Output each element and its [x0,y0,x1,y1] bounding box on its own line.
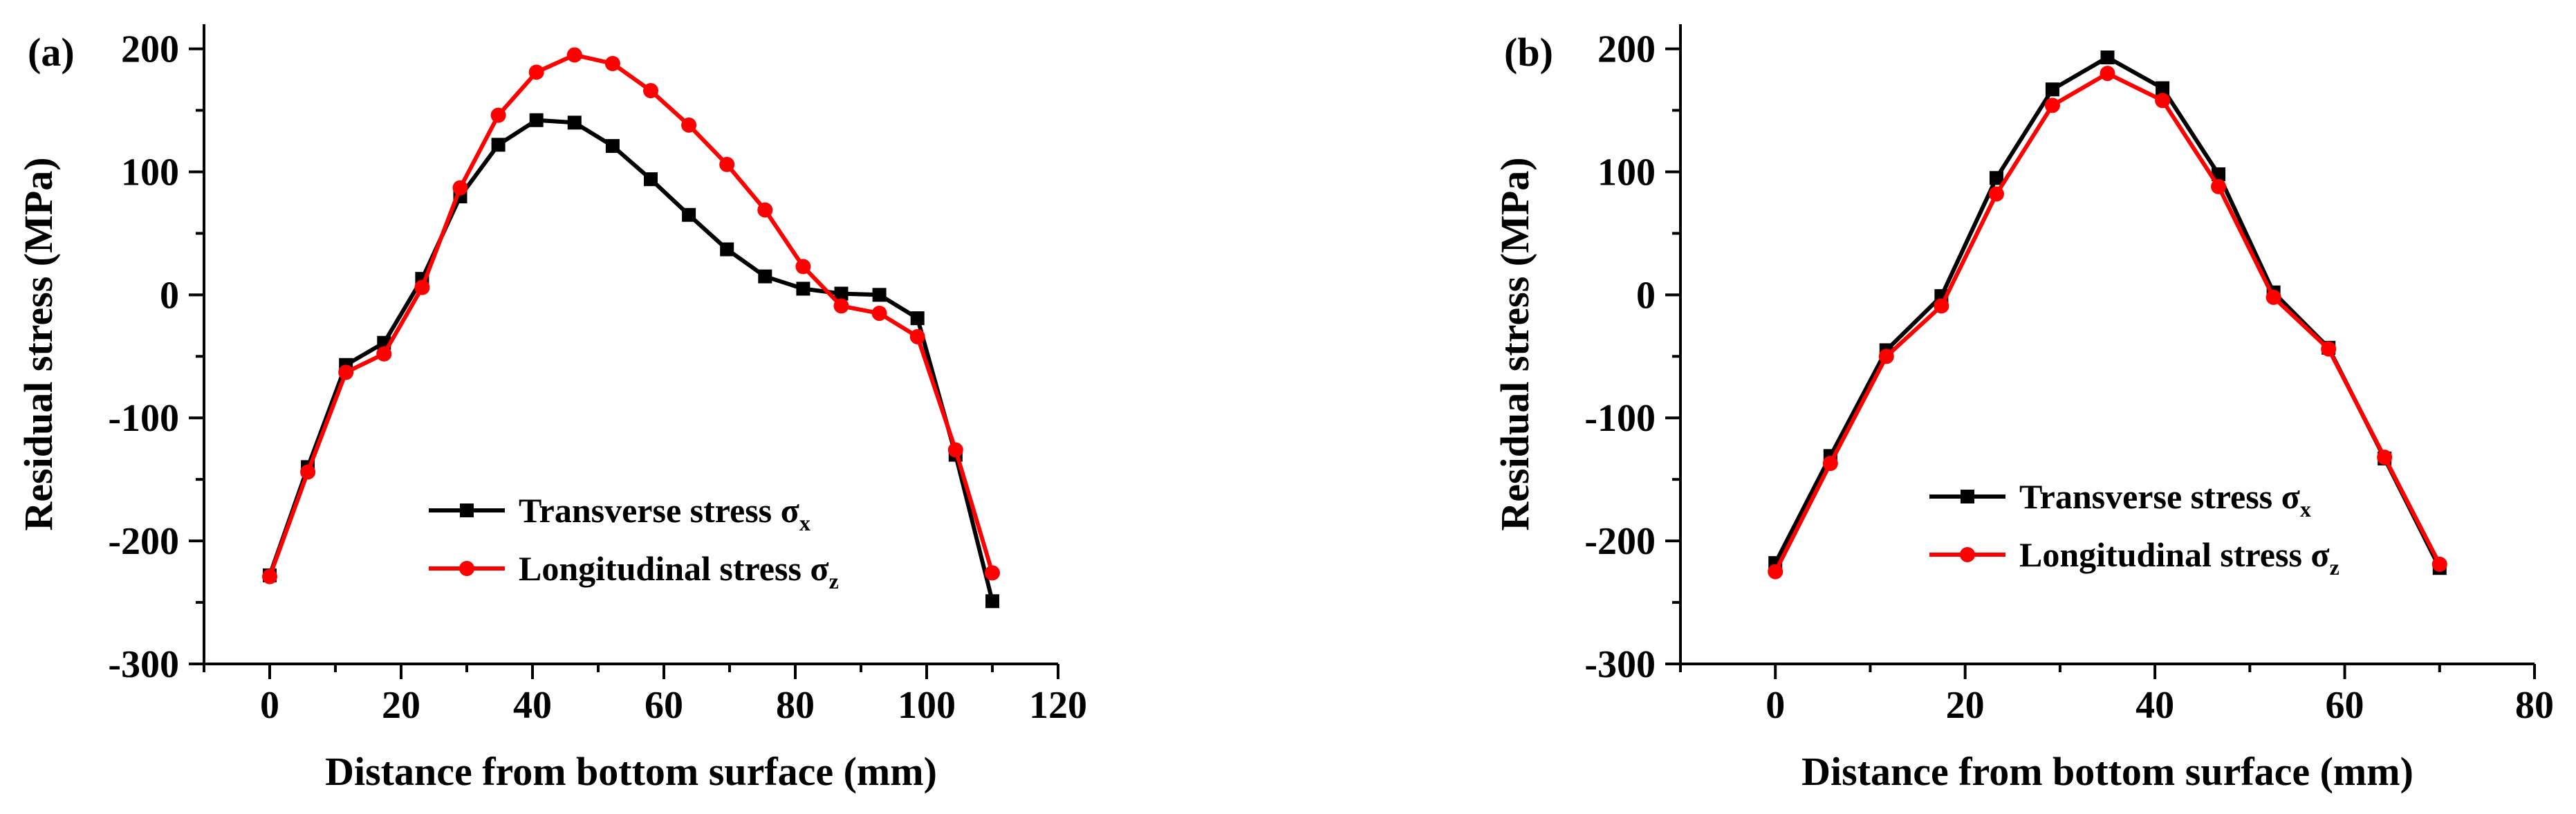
data-point-longitudinal [1822,456,1838,472]
data-point-longitudinal [2431,556,2447,572]
data-point-longitudinal [1878,349,1894,364]
panel-a: -300 -200 -100 0 100 200 0 20 40 60 80 100 120 Distan… [16,24,1087,794]
x-tick-label: 80 [776,684,815,727]
y-tick-label: -200 [108,520,179,563]
legend-marker-circle [459,561,474,576]
y-tick-label: 100 [121,151,179,194]
x-tick-label: 100 [898,684,956,727]
data-point-longitudinal [490,107,506,123]
y-tick-label: 0 [1636,274,1656,317]
y-tick-label: 0 [160,274,179,317]
y-tick-label: -100 [108,397,179,440]
legend-label: Transverse stress σx [2019,477,2311,521]
x-tick-label: 20 [382,684,420,727]
x-tick-label: 40 [2135,684,2174,727]
x-tick-label: 20 [1946,684,1985,727]
data-point-longitudinal [1988,186,2004,202]
x-tick-label: 40 [513,684,552,727]
data-point-longitudinal [300,464,316,480]
data-point-longitudinal [2044,98,2060,113]
y-tick-label: 200 [121,28,179,71]
data-point-transverse [758,269,772,284]
panel-label: (a) [28,30,75,75]
data-point-transverse [567,115,582,130]
data-point-transverse [605,139,620,154]
data-point-transverse [872,288,887,302]
data-point-transverse [529,113,544,127]
data-point-longitudinal [528,64,544,80]
data-point-longitudinal [909,329,925,344]
data-point-longitudinal [566,47,582,63]
data-point-longitudinal [681,117,697,133]
legend-marker-circle [1960,547,1975,562]
legend-label: Transverse stress σx [519,491,810,535]
y-tick-label: -100 [1584,397,1656,440]
y-tick-label: 200 [1597,28,1656,71]
data-point-longitudinal [452,180,468,196]
panel-label: (b) [1504,30,1553,75]
data-point-longitudinal [338,364,354,380]
y-tick-label: 100 [1597,151,1656,194]
data-point-longitudinal [2100,66,2115,82]
data-point-longitudinal [604,55,620,71]
panel-b: -300 -200 -100 0 100 200 0 20 40 60 80 Distance fro… [1492,24,2554,794]
legend-label: Longitudinal stress σz [519,549,839,593]
data-point-longitudinal [719,156,735,172]
data-point-transverse [2100,50,2115,65]
data-point-longitudinal [414,279,430,295]
data-point-longitudinal [376,346,392,362]
data-point-longitudinal [2377,450,2393,465]
x-tick-label: 80 [2515,684,2554,727]
data-point-transverse [796,281,810,296]
data-point-longitudinal [833,298,849,314]
data-point-transverse [720,242,734,257]
data-point-longitudinal [757,202,773,218]
x-tick-label: 60 [2326,684,2364,727]
x-axis-title: Distance from bottom surface (mm) [325,749,937,794]
data-point-longitudinal [262,568,277,584]
data-point-transverse [2045,82,2059,97]
data-point-longitudinal [795,259,811,275]
legend-marker-square [1961,490,1974,503]
x-tick-label: 0 [260,684,279,727]
data-point-longitudinal [2265,289,2281,305]
y-tick-label: -200 [1584,520,1656,563]
data-point-longitudinal [1768,564,1783,580]
data-point-longitudinal [985,565,1000,581]
data-point-longitudinal [2321,341,2337,357]
y-tick-label: -300 [108,643,179,686]
data-point-transverse [1989,171,2003,185]
data-point-transverse [985,594,999,609]
x-axis-title: Distance from bottom surface (mm) [1801,749,2413,794]
data-point-longitudinal [871,306,887,322]
data-point-longitudinal [1934,298,1949,314]
x-tick-label: 60 [645,684,683,727]
legend-marker-square [460,503,474,517]
y-tick-label: -300 [1584,643,1656,686]
data-point-transverse [834,286,849,301]
legend-label: Longitudinal stress σz [2019,535,2339,580]
data-point-longitudinal [643,83,658,99]
data-point-transverse [910,311,925,326]
data-point-transverse [491,138,506,152]
data-point-transverse [2156,81,2170,95]
data-point-longitudinal [947,442,963,458]
data-point-transverse [644,172,658,187]
data-point-transverse [682,207,696,222]
y-axis-title: Residual stress (MPa) [16,157,61,530]
x-tick-label: 0 [1766,684,1785,727]
data-point-longitudinal [2155,93,2171,109]
data-point-longitudinal [2211,178,2227,194]
x-tick-label: 120 [1029,684,1087,727]
y-axis-title: Residual stress (MPa) [1492,157,1537,530]
